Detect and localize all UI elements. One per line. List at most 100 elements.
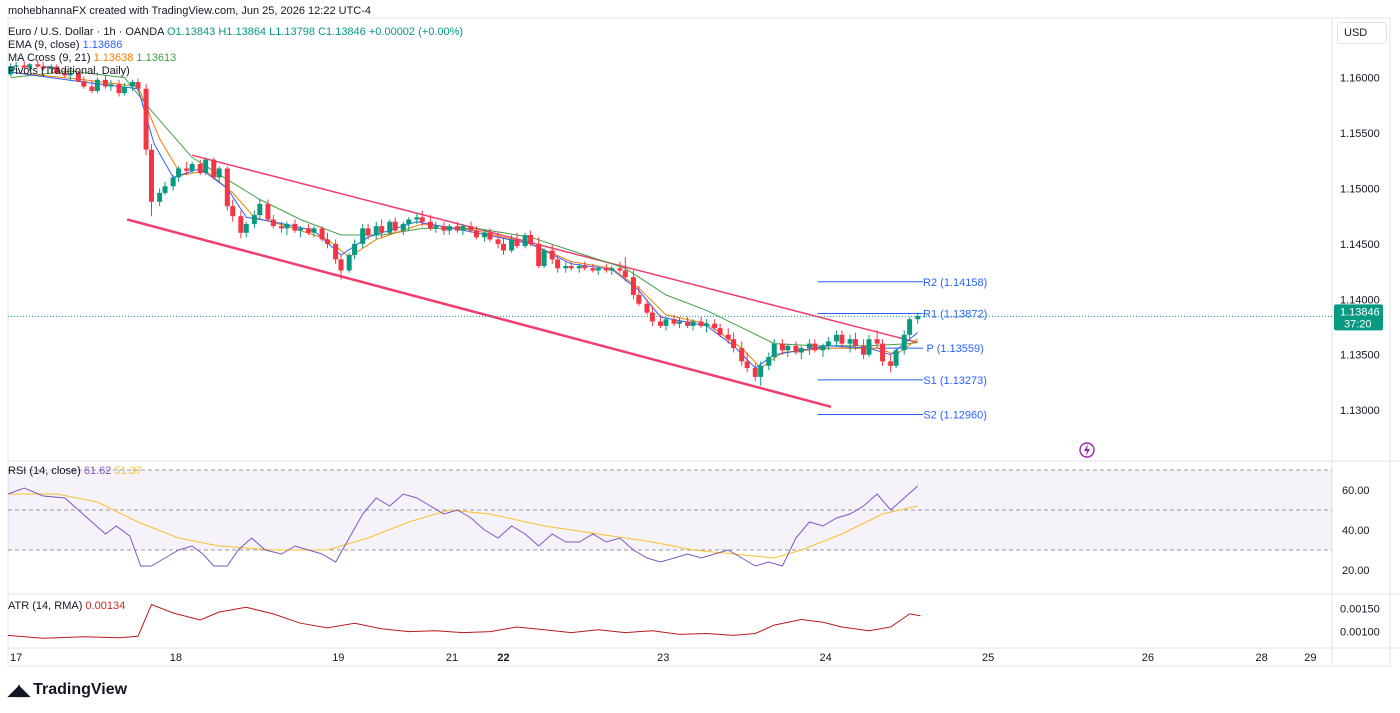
candle-body[interactable] [75,73,81,81]
candle-body[interactable] [176,168,182,178]
candle-body[interactable] [766,356,772,366]
candle-body[interactable] [197,164,203,173]
candle-body[interactable] [392,221,398,231]
candle-body[interactable] [257,203,263,216]
candle-body[interactable] [785,345,791,351]
candle-body[interactable] [157,192,163,202]
candle-body[interactable] [454,226,460,231]
candle-body[interactable] [365,228,371,236]
rsi-line[interactable] [7,485,919,567]
candle-body[interactable] [108,84,114,87]
candle-body[interactable] [676,321,682,324]
candle-body[interactable] [685,321,691,326]
candle-body[interactable] [216,168,222,178]
candle-body[interactable] [224,168,230,207]
candle-body[interactable] [852,339,858,346]
candle-body[interactable] [446,226,452,231]
candle-body[interactable] [8,66,14,75]
channel-lower-line[interactable] [126,218,832,409]
candle-body[interactable] [116,84,122,94]
candle-body[interactable] [825,341,831,346]
candle-body[interactable] [338,259,344,271]
candle-body[interactable] [54,66,60,74]
candle-body[interactable] [184,168,190,171]
channel-upper-line[interactable] [191,154,918,344]
candle-body[interactable] [433,226,439,229]
symbol-legend[interactable]: Euro / U.S. Dollar · 1h · OANDA O1.13843… [8,26,463,39]
candle-body[interactable] [203,159,209,173]
candle-body[interactable] [270,219,276,227]
candle-body[interactable] [400,223,406,231]
candle-body[interactable] [487,232,493,240]
candle-body[interactable] [40,66,46,69]
candle-body[interactable] [839,334,845,344]
candle-body[interactable] [102,79,108,87]
candle-body[interactable] [170,177,176,187]
candle-body[interactable] [387,221,393,233]
candle-body[interactable] [725,334,731,340]
candle-body[interactable] [820,345,826,351]
candle-body[interactable] [522,235,528,247]
candle-body[interactable] [915,315,921,320]
candle-body[interactable] [793,345,799,353]
candle-body[interactable] [495,239,501,244]
ma-cross-legend[interactable]: MA Cross (9, 21) 1.13638 1.13613 [8,52,176,65]
candle-body[interactable] [482,232,488,238]
candle-body[interactable] [149,149,155,202]
candle-body[interactable] [861,345,867,355]
candle-body[interactable] [238,216,244,233]
alert-icon[interactable] [1079,442,1095,458]
candle-body[interactable] [704,323,710,326]
candle-body[interactable] [35,64,41,67]
candle-body[interactable] [752,368,758,377]
candle-body[interactable] [536,243,542,267]
candle-body[interactable] [514,239,520,247]
tradingview-logo[interactable]: ◢◣ TradingView [8,681,127,699]
candle-body[interactable] [311,228,317,233]
candle-body[interactable] [62,73,68,76]
candle-body[interactable] [549,250,555,260]
candle-body[interactable] [739,348,745,362]
candle-body[interactable] [568,266,574,269]
atr-line[interactable] [7,603,921,639]
candle-body[interactable] [460,226,466,231]
candle-body[interactable] [712,323,718,329]
candle-body[interactable] [663,319,669,326]
rsi-legend[interactable]: RSI (14, close) 61.62 51.37 [8,465,142,478]
candle-body[interactable] [758,365,764,377]
candle-body[interactable] [630,277,636,295]
candle-body[interactable] [834,334,840,342]
currency-button[interactable]: USD [1337,22,1387,44]
candle-body[interactable] [162,186,168,193]
candle-body[interactable] [419,217,425,222]
candle-body[interactable] [541,250,547,267]
candle-body[interactable] [284,223,290,229]
candle-body[interactable] [306,228,312,233]
candle-body[interactable] [360,228,366,244]
candle-body[interactable] [427,221,433,229]
candle-body[interactable] [189,164,195,171]
candle-body[interactable] [806,343,812,349]
candle-body[interactable] [744,361,750,369]
candle-body[interactable] [690,321,696,326]
candle-body[interactable] [319,228,325,240]
candle-body[interactable] [324,239,330,244]
candle-body[interactable] [576,266,582,269]
candle-body[interactable] [907,319,913,335]
candle-body[interactable] [297,228,303,231]
candle-body[interactable] [671,319,677,324]
candle-body[interactable] [441,226,447,231]
candle-body[interactable] [509,239,515,251]
candle-body[interactable] [617,268,623,271]
candle-body[interactable] [243,223,249,233]
candle-body[interactable] [609,268,615,271]
candle-body[interactable] [698,321,704,326]
candle-body[interactable] [644,303,650,313]
candle-body[interactable] [563,266,569,269]
candle-body[interactable] [473,230,479,238]
candle-body[interactable] [658,321,664,326]
candle-body[interactable] [67,73,73,76]
candle-body[interactable] [373,226,379,236]
candle-body[interactable] [211,159,217,178]
candle-body[interactable] [847,339,853,344]
